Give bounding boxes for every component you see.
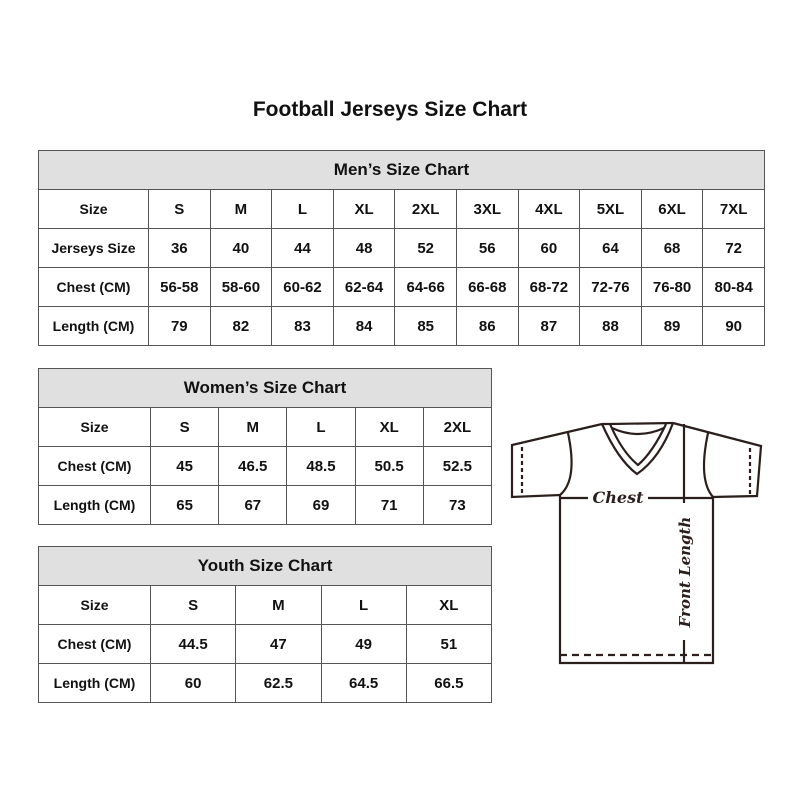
table-cell: S [148, 189, 211, 229]
table-cell: 40 [209, 228, 273, 268]
table-cell: 2XL [422, 407, 493, 447]
youth-chart-heading: Youth Size Chart [38, 546, 492, 586]
table-cell: 64 [579, 228, 642, 268]
row-label: Size [38, 407, 151, 447]
table-cell: 49 [320, 624, 407, 664]
row-label: Length (CM) [38, 306, 149, 346]
table-cell: L [320, 585, 407, 625]
youth-size-table: Youth Size Chart Size S M L XL Chest (CM) 44.5 4… [38, 546, 493, 703]
table-row: Length (CM) 60 62.5 64.5 66.5 [38, 663, 493, 703]
table-cell: 47 [235, 624, 322, 664]
table-cell: 66-68 [455, 267, 519, 307]
table-row: Jerseys Size 36 40 44 48 52 56 60 64 68 72 [38, 228, 765, 268]
row-label: Length (CM) [38, 485, 151, 525]
row-label: Chest (CM) [38, 267, 149, 307]
table-cell: 58-60 [209, 267, 273, 307]
table-cell: XL [354, 407, 424, 447]
table-cell: 64.5 [320, 663, 407, 703]
table-row: Chest (CM) 45 46.5 48.5 50.5 52.5 [38, 446, 493, 486]
table-cell: 48 [332, 228, 396, 268]
row-label: Size [38, 189, 149, 229]
men-chart-heading: Men’s Size Chart [38, 150, 765, 190]
table-cell: 67 [218, 485, 288, 525]
row-label: Size [38, 585, 151, 625]
womens-size-table: Women’s Size Chart Size S M L XL 2XL Chest (CM)… [38, 368, 493, 525]
table-cell: 69 [286, 485, 356, 525]
table-cell: 4XL [517, 189, 581, 229]
women-chart-heading: Women’s Size Chart [38, 368, 492, 408]
table-cell: XL [332, 189, 396, 229]
table-cell: 62.5 [235, 663, 322, 703]
table-cell: 82 [209, 306, 273, 346]
table-cell: 88 [579, 306, 642, 346]
row-label: Chest (CM) [38, 446, 151, 486]
table-cell: 84 [332, 306, 396, 346]
row-label: Chest (CM) [38, 624, 151, 664]
table-cell: 56-58 [148, 267, 211, 307]
table-cell: 68-72 [517, 267, 581, 307]
table-cell: 87 [517, 306, 581, 346]
table-row: Chest (CM) 44.5 47 49 51 [38, 624, 493, 664]
table-cell: 64-66 [394, 267, 457, 307]
table-cell: 83 [271, 306, 334, 346]
table-cell: 7XL [702, 189, 765, 229]
table-cell: 60 [517, 228, 581, 268]
table-row: Size S M L XL 2XL [38, 407, 493, 447]
table-cell: 52 [394, 228, 457, 268]
table-cell: M [218, 407, 288, 447]
table-row: Length (CM) 79 82 83 84 85 86 87 88 89 90 [38, 306, 765, 346]
table-cell: M [209, 189, 273, 229]
table-row: Chest (CM) 56-58 58-60 60-62 62-64 64-66 66-68… [38, 267, 765, 307]
table-cell: 73 [422, 485, 493, 525]
table-cell: 60 [149, 663, 237, 703]
table-cell: S [149, 407, 220, 447]
table-cell: 5XL [579, 189, 642, 229]
table-row: Length (CM) 65 67 69 71 73 [38, 485, 493, 525]
front-length-label: Front Length [676, 517, 694, 629]
table-cell: L [286, 407, 356, 447]
table-cell: XL [405, 585, 493, 625]
table-cell: 60-62 [271, 267, 334, 307]
table-row: Size S M L XL [38, 585, 493, 625]
table-cell: 76-80 [640, 267, 704, 307]
table-cell: 56 [455, 228, 519, 268]
table-cell: 89 [640, 306, 704, 346]
table-cell: 46.5 [218, 446, 288, 486]
chest-label: Chest [593, 488, 645, 507]
table-cell: M [235, 585, 322, 625]
table-cell: 65 [149, 485, 220, 525]
page-title: Football Jerseys Size Chart [252, 98, 528, 121]
table-cell: 45 [149, 446, 220, 486]
table-row: Size S M L XL 2XL 3XL 4XL 5XL 6XL 7XL [38, 189, 765, 229]
table-cell: 71 [354, 485, 424, 525]
table-cell: 85 [394, 306, 457, 346]
table-cell: 72 [702, 228, 765, 268]
table-cell: 80-84 [702, 267, 765, 307]
table-cell: L [271, 189, 334, 229]
jersey-diagram: Chest Front Length [510, 421, 763, 665]
table-cell: 50.5 [354, 446, 424, 486]
table-cell: 86 [455, 306, 519, 346]
mens-size-table: Men’s Size Chart Size S M L XL 2XL 3XL 4XL 5XL 6XL… [38, 150, 765, 346]
table-cell: 2XL [394, 189, 457, 229]
row-label: Length (CM) [38, 663, 151, 703]
table-cell: 52.5 [422, 446, 493, 486]
table-cell: 66.5 [405, 663, 493, 703]
table-cell: 36 [148, 228, 211, 268]
row-label: Jerseys Size [38, 228, 149, 268]
table-cell: 79 [148, 306, 211, 346]
table-cell: 3XL [455, 189, 519, 229]
table-cell: 72-76 [579, 267, 642, 307]
table-cell: 44.5 [149, 624, 237, 664]
table-cell: 6XL [640, 189, 704, 229]
table-cell: S [149, 585, 237, 625]
table-cell: 51 [405, 624, 493, 664]
table-cell: 48.5 [286, 446, 356, 486]
table-cell: 68 [640, 228, 704, 268]
table-cell: 62-64 [332, 267, 396, 307]
table-cell: 90 [702, 306, 765, 346]
table-cell: 44 [271, 228, 334, 268]
